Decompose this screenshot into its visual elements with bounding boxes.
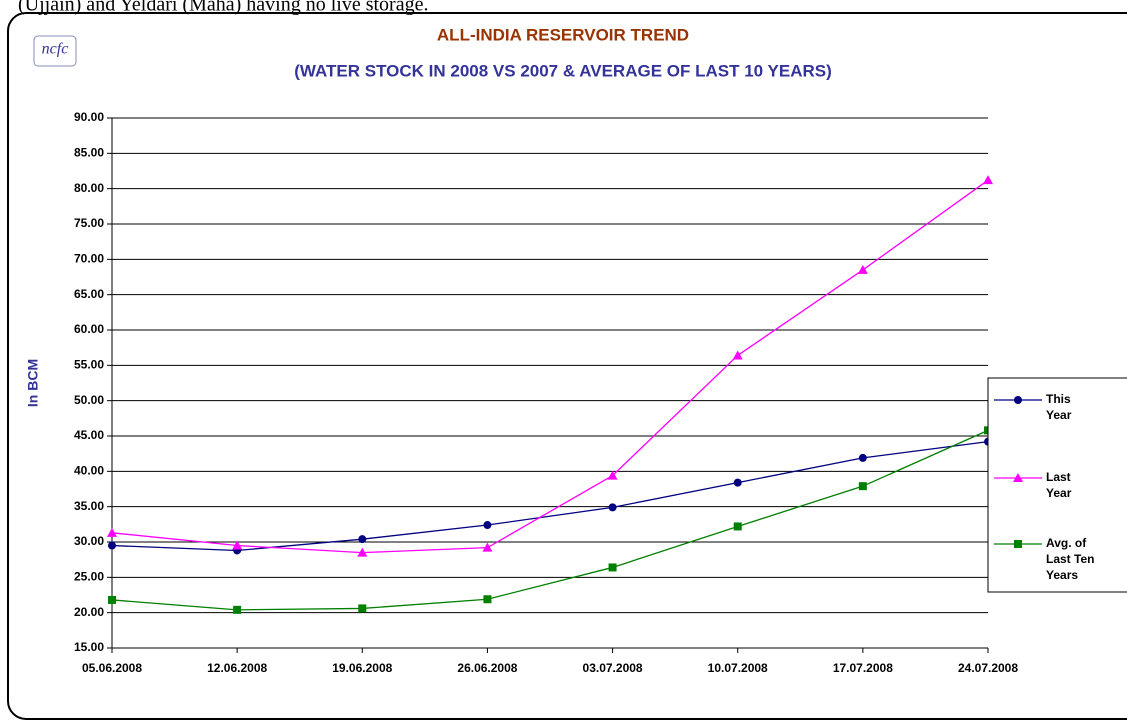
marker (108, 595, 116, 604)
series-line (111, 179, 989, 554)
logo: ncfc (42, 41, 69, 58)
marker (483, 521, 492, 530)
x-tick-label: 26.06.2008 (457, 661, 517, 675)
marker (358, 604, 367, 613)
marker (1014, 540, 1022, 548)
marker (357, 547, 368, 557)
marker (358, 535, 367, 544)
marker (483, 595, 492, 604)
x-tick-label: 12.06.2008 (207, 661, 267, 675)
y-tick-label: 65.00 (74, 287, 104, 301)
y-tick-label: 50.00 (74, 393, 104, 407)
marker (608, 563, 617, 572)
y-tick-label: 75.00 (74, 216, 104, 230)
y-tick-label: 35.00 (74, 499, 104, 513)
chart-subtitle: (WATER STOCK IN 2008 VS 2007 & AVERAGE O… (294, 61, 832, 80)
x-tick-label: 03.07.2008 (583, 661, 643, 675)
marker (233, 605, 242, 614)
marker (482, 542, 493, 552)
marker (108, 541, 116, 550)
legend-label: Last Year (1046, 470, 1072, 500)
y-tick-label: 40.00 (74, 464, 104, 478)
y-tick-label: 60.00 (74, 322, 104, 336)
x-tick-label: 17.07.2008 (833, 661, 893, 675)
marker (107, 527, 117, 537)
y-tick-label: 90.00 (74, 110, 104, 124)
series-line (111, 441, 989, 552)
y-tick-label: 20.00 (74, 605, 104, 619)
legend-label: This Year (1046, 392, 1072, 422)
x-tick-label: 24.07.2008 (958, 661, 1018, 675)
marker (732, 350, 743, 360)
y-tick-label: 80.00 (74, 181, 104, 195)
y-tick-label: 45.00 (74, 428, 104, 442)
marker (983, 175, 993, 185)
y-axis-label: In BCM (25, 359, 41, 407)
marker (1014, 396, 1022, 404)
y-tick-label: 25.00 (74, 570, 104, 584)
series-line (111, 429, 989, 611)
y-tick-label: 55.00 (74, 358, 104, 372)
header-text: (Ujjain) and Yeldari (Maha) having no li… (18, 0, 428, 16)
y-tick-label: 30.00 (74, 534, 104, 548)
marker (858, 482, 867, 491)
marker (733, 522, 742, 531)
x-tick-label: 10.07.2008 (708, 661, 768, 675)
legend-box (987, 377, 1127, 593)
chart-frame (7, 12, 1127, 720)
marker (858, 453, 867, 462)
marker (608, 503, 617, 512)
marker (232, 540, 243, 550)
marker (607, 470, 618, 480)
x-tick-label: 19.06.2008 (332, 661, 392, 675)
y-tick-label: 15.00 (74, 640, 104, 654)
marker (733, 478, 742, 487)
chart-title: ALL-INDIA RESERVOIR TREND (437, 25, 689, 44)
legend-label: Avg. of Last Ten Years (1046, 536, 1094, 582)
logo-box (33, 35, 77, 67)
marker (857, 264, 868, 274)
y-tick-label: 70.00 (74, 252, 104, 266)
marker (1013, 473, 1023, 482)
y-tick-label: 85.00 (74, 146, 104, 160)
x-tick-label: 05.06.2008 (82, 661, 142, 675)
